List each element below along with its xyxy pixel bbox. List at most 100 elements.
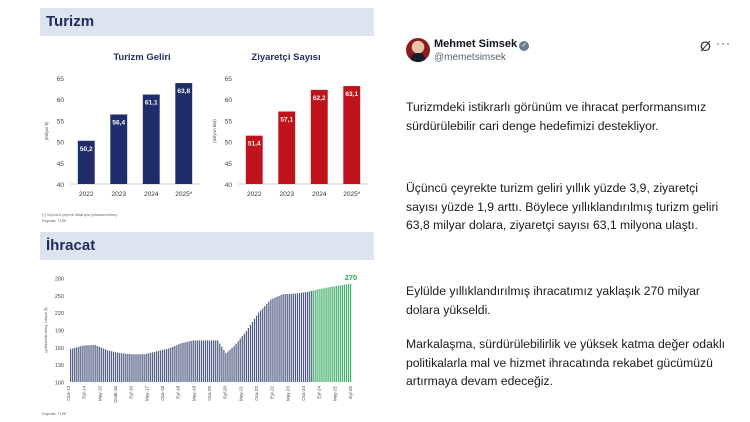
exports-bar: [298, 293, 301, 382]
visitors-value-label-2022: 51,4: [248, 141, 261, 148]
exports-bar: [241, 336, 243, 382]
exports-bar: [80, 346, 82, 382]
verified-badge-icon: ✓: [519, 41, 530, 51]
visitors-bar-2025*: [343, 86, 361, 184]
exports-bar: [345, 284, 348, 382]
exports-bar: [251, 321, 254, 382]
author-handle[interactable]: @memetsimsek: [434, 52, 506, 63]
exports-bar: [204, 340, 207, 382]
visitors-bar-2024: [310, 89, 328, 184]
exports-bar: [127, 353, 129, 382]
revenue-bar-2024: [142, 94, 160, 184]
exports-bar: [155, 351, 158, 382]
exports-xtick-Oca-22: Oca-22: [254, 386, 259, 401]
exports-bar: [282, 294, 284, 382]
exports-section-header: İhracat: [40, 232, 374, 260]
exports-bar: [317, 289, 319, 382]
visitors-value-label-2025*: 63,1: [345, 91, 358, 98]
author-name[interactable]: Mehmet Simsek ✓: [434, 38, 530, 51]
exports-bar: [331, 286, 333, 382]
exports-bar: [186, 341, 188, 382]
visitors-ytick-50: 50: [225, 140, 233, 147]
exports-ytick-130: 130: [55, 363, 64, 369]
exports-bar: [264, 306, 266, 382]
exports-bar: [100, 347, 102, 382]
exports-bar: [292, 293, 294, 382]
revenue-value-label-2024: 61,1: [145, 100, 158, 107]
exports-bar: [125, 353, 127, 382]
exports-bar: [174, 345, 176, 382]
exports-bar: [176, 345, 178, 382]
exports-bar: [147, 353, 149, 382]
exports-bar: [180, 343, 182, 382]
exports-bar: [78, 346, 80, 382]
exports-bar: [255, 315, 258, 382]
exports-bar: [245, 331, 247, 382]
exports-bar: [131, 354, 133, 382]
exports-bar: [243, 333, 245, 382]
exports-xtick-Oca-20: Oca-20: [207, 386, 212, 401]
exports-bar: [249, 324, 252, 382]
exports-bar: [347, 284, 350, 382]
exports-ytick-100: 100: [55, 381, 64, 387]
exports-bar: [337, 285, 339, 382]
exports-bar: [143, 354, 145, 382]
exports-bar: [227, 351, 229, 382]
exports-bar: [215, 340, 217, 382]
visitors-xtick-2023: 2023: [280, 191, 295, 198]
exports-bar: [72, 348, 74, 382]
exports-bar: [141, 354, 143, 382]
exports-bar: [274, 297, 276, 382]
revenue-xtick-2025*: 2025*: [175, 191, 192, 198]
exports-xtick-Eyl-20: Eyl-20: [223, 386, 228, 399]
exports-bar: [184, 342, 186, 382]
revenue-ylabel: (milyar $): [44, 121, 49, 140]
exports-bar: [272, 298, 274, 382]
exports-bar: [145, 353, 147, 382]
exports-bar: [329, 287, 331, 382]
visitors-xtick-2024: 2024: [312, 191, 327, 198]
exports-bar: [102, 348, 104, 382]
more-options-icon[interactable]: ···: [716, 36, 731, 50]
exports-bar: [121, 353, 123, 382]
exports-bar: [247, 328, 250, 382]
exports-bar: [235, 343, 237, 382]
exports-bar: [327, 287, 329, 382]
exports-bar: [307, 291, 309, 382]
exports-bar: [302, 292, 305, 382]
exports-xtick-Eyl-24: Eyl-24: [317, 386, 322, 399]
exports-bar: [74, 347, 76, 382]
visitors-ytick-65: 65: [225, 76, 233, 83]
grok-icon[interactable]: Ø: [700, 38, 711, 54]
exports-bar: [321, 288, 323, 382]
exports-bar: [213, 340, 215, 382]
exports-bar: [166, 348, 168, 382]
exports-bar: [268, 301, 270, 382]
infographic-image[interactable]: Turizm Turizm Geliri Ziyaretçi Sayısı 40…: [40, 6, 376, 420]
exports-ytick-220: 220: [55, 311, 64, 317]
exports-xtick-Ocak-16: Ocak-16: [113, 386, 118, 404]
exports-xtick-Oca-14: Oca-14: [66, 386, 71, 401]
exports-bar: [153, 351, 156, 382]
tourism-section-title: Turizm: [46, 13, 95, 30]
avatar[interactable]: [406, 38, 430, 62]
exports-bar: [225, 353, 227, 382]
visitors-value-label-2024: 62,2: [313, 95, 326, 102]
exports-bar: [284, 294, 286, 382]
exports-bar: [196, 340, 198, 382]
exports-bar: [149, 352, 151, 382]
exports-ytick-250: 250: [55, 294, 64, 300]
exports-xtick-Oca-24: Oca-24: [301, 386, 306, 401]
exports-bar: [258, 312, 260, 382]
exports-bar: [208, 340, 211, 382]
revenue-ytick-55: 55: [57, 118, 65, 125]
exports-bar: [323, 288, 325, 382]
exports-bar: [206, 340, 209, 382]
exports-section-title: İhracat: [46, 237, 96, 254]
exports-bar: [311, 290, 313, 382]
exports-bar: [133, 354, 135, 382]
visitors-ytick-60: 60: [225, 97, 233, 104]
exports-bar: [290, 293, 292, 382]
exports-xtick-May-19: May-19: [191, 386, 196, 402]
exports-bar: [157, 350, 160, 382]
